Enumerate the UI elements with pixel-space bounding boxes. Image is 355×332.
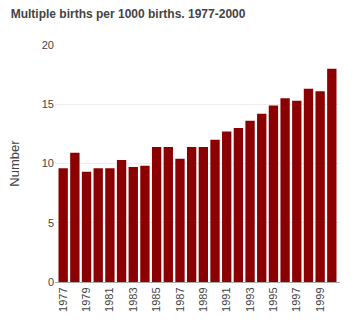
svg-text:1999: 1999	[314, 287, 326, 311]
svg-text:10: 10	[42, 157, 54, 169]
svg-text:0: 0	[48, 276, 54, 288]
svg-text:1977: 1977	[57, 287, 69, 311]
svg-text:Multiple births per 1000 birth: Multiple births per 1000 births. 1977-20…	[11, 7, 246, 21]
svg-text:1991: 1991	[220, 287, 232, 311]
svg-text:1993: 1993	[244, 287, 256, 311]
svg-text:1983: 1983	[127, 287, 139, 311]
svg-text:5: 5	[48, 217, 54, 229]
svg-text:1981: 1981	[103, 287, 115, 311]
svg-text:1997: 1997	[290, 287, 302, 311]
svg-text:Number: Number	[7, 140, 22, 187]
svg-text:15: 15	[42, 98, 54, 110]
svg-text:1979: 1979	[80, 287, 92, 311]
svg-text:1985: 1985	[150, 287, 162, 311]
svg-text:1987: 1987	[174, 287, 186, 311]
svg-text:1989: 1989	[197, 287, 209, 311]
svg-text:1995: 1995	[267, 287, 279, 311]
svg-text:20: 20	[42, 39, 54, 51]
